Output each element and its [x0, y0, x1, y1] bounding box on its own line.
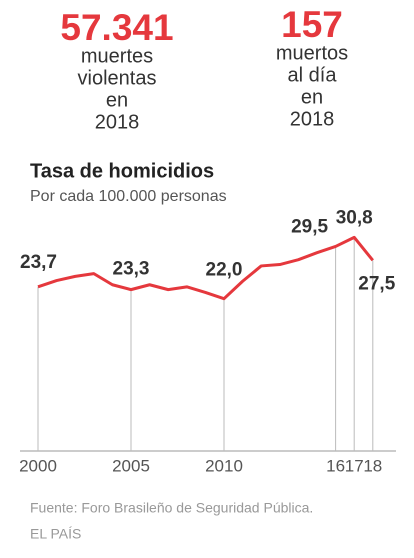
chart-title: Tasa de homicidios	[30, 160, 214, 182]
x-tick-label: 2000	[19, 456, 57, 475]
stat-label: 2018	[290, 108, 335, 130]
value-label: 29,5	[291, 216, 328, 237]
source: Fuente: Foro Brasileño de Seguridad Públ…	[30, 500, 313, 516]
value-label: 23,3	[113, 259, 150, 280]
x-tick-label: 17	[345, 456, 364, 475]
stat-label: muertes	[81, 45, 153, 67]
stat-value: 57.341	[60, 7, 173, 48]
x-tick-label: 2010	[205, 456, 243, 475]
value-label: 30,8	[336, 207, 373, 228]
x-tick-label: 16	[326, 456, 345, 475]
x-tick-label: 2005	[112, 456, 150, 475]
x-tick-label: 18	[363, 456, 382, 475]
value-label: 27,5	[358, 273, 395, 294]
stat-label: violentas	[78, 67, 157, 89]
stat-label: al día	[288, 64, 338, 86]
stat-label: en	[301, 86, 323, 108]
value-label: 22,0	[206, 260, 243, 281]
stat-label: muertos	[276, 42, 348, 64]
stat-label: 2018	[95, 111, 140, 133]
chart-subtitle: Por cada 100.000 personas	[30, 188, 227, 205]
stat-label: en	[106, 89, 128, 111]
value-label: 23,7	[20, 252, 57, 273]
brand: EL PAÍS	[30, 526, 81, 542]
stat-value: 157	[281, 4, 343, 45]
data-line	[37, 235, 374, 301]
